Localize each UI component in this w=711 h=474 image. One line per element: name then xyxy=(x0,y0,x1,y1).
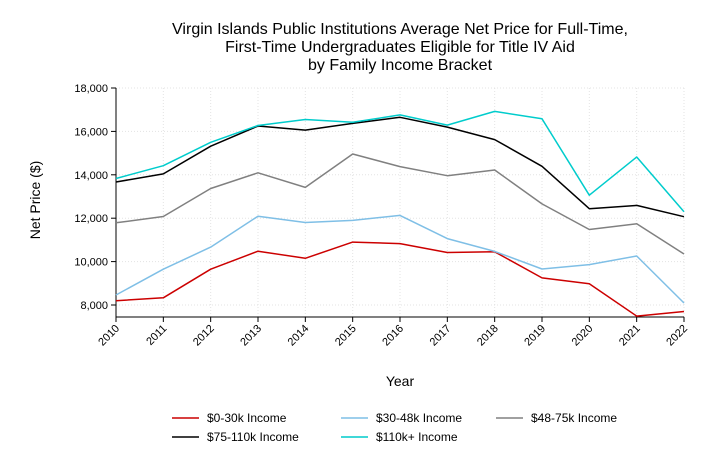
series-line xyxy=(115,116,685,218)
series-lines xyxy=(115,110,685,317)
x-tick-label: 2018 xyxy=(475,323,501,349)
gridlines xyxy=(115,87,685,317)
legend: $0-30k Income $30-48k Income $48-75k Incom… xyxy=(172,411,617,444)
legend-item: $75-110k Income xyxy=(172,430,299,444)
axes: 8,000 10,000 12,000 14,000 16,000 18,000 2010 2… xyxy=(74,83,690,348)
series-line xyxy=(115,153,685,255)
chart-title-line-2: First-Time Undergraduates Eligible for T… xyxy=(225,39,575,56)
x-tick-label: 2022 xyxy=(664,323,690,349)
y-tick-label: 14,000 xyxy=(74,170,108,182)
x-tick-label: 2020 xyxy=(570,323,596,349)
series-line xyxy=(115,241,685,317)
chart-title-line-3: by Family Income Bracket xyxy=(308,57,493,74)
series-line xyxy=(115,214,685,304)
series-line xyxy=(115,110,685,213)
x-tick-label: 2014 xyxy=(286,323,312,349)
y-axis-label: Net Price ($) xyxy=(27,161,43,240)
legend-item: $110k+ Income xyxy=(341,430,458,444)
y-tick-label: 10,000 xyxy=(74,257,108,269)
y-tick-label: 12,000 xyxy=(74,213,108,225)
y-tick-label: 8,000 xyxy=(80,300,108,312)
legend-label: $30-48k Income xyxy=(376,411,462,425)
legend-item: $0-30k Income xyxy=(172,411,287,425)
x-tick-label: 2016 xyxy=(380,323,406,349)
y-tick-label: 16,000 xyxy=(74,126,108,138)
x-tick-label: 2012 xyxy=(191,323,217,349)
legend-label: $110k+ Income xyxy=(376,430,458,444)
x-tick-label: 2019 xyxy=(522,323,548,349)
legend-label: $75-110k Income xyxy=(207,430,299,444)
x-axis-label: Year xyxy=(386,373,415,389)
x-tick-label: 2011 xyxy=(144,323,169,348)
chart-title-line-1: Virgin Islands Public Institutions Avera… xyxy=(172,21,628,38)
legend-item: $30-48k Income xyxy=(341,411,462,425)
x-tick-label: 2010 xyxy=(96,323,122,349)
x-tick-label: 2015 xyxy=(333,323,359,349)
chart-title: Virgin Islands Public Institutions Avera… xyxy=(172,21,628,74)
x-tick-label: 2017 xyxy=(428,323,454,349)
legend-label: $0-30k Income xyxy=(207,411,287,425)
legend-item: $48-75k Income xyxy=(496,411,617,425)
x-tick-label: 2021 xyxy=(617,323,643,349)
legend-label: $48-75k Income xyxy=(531,411,617,425)
x-tick-label: 2013 xyxy=(238,323,264,349)
y-tick-label: 18,000 xyxy=(74,83,108,95)
